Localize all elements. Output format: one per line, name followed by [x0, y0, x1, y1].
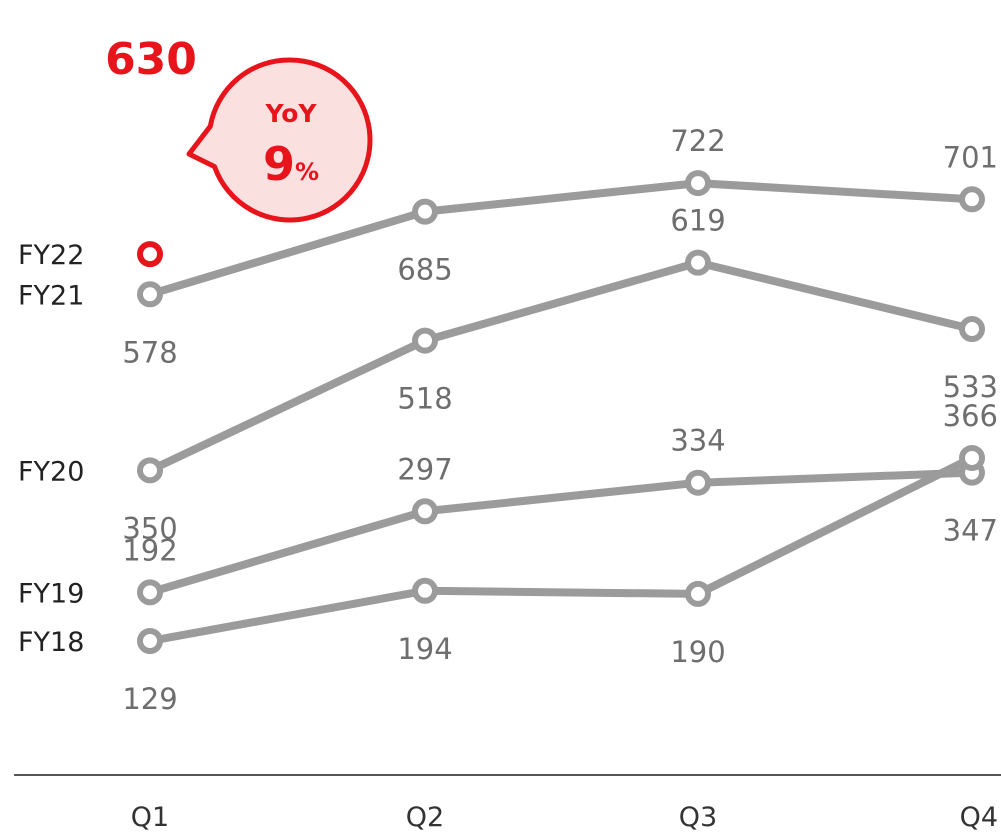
series-label-fy19: FY19 — [18, 578, 84, 609]
series-line-fy19 — [146, 468, 976, 597]
point-fy18-q4 — [959, 444, 985, 471]
series-label-fy20: FY20 — [18, 456, 84, 487]
value-label-fy20-q2: 518 — [397, 382, 452, 416]
series-label-fy21: FY21 — [18, 280, 84, 311]
value-label-fy21-q3: 722 — [670, 124, 725, 158]
yoy-callout: YoY 9% — [186, 57, 373, 223]
value-label-fy20-q1: 350 — [122, 511, 177, 545]
point-fy22-q1 — [137, 241, 163, 268]
yoy-value: 9% — [263, 137, 319, 191]
value-label-fy19-q1: 192 — [122, 533, 177, 567]
point-fy20-q2 — [412, 327, 438, 354]
value-label-fy20-q3: 619 — [670, 204, 725, 238]
series-label-fy18: FY18 — [18, 627, 84, 658]
point-fy20-q4 — [959, 316, 985, 343]
point-fy21-q2 — [412, 198, 438, 225]
point-fy19-q1 — [137, 579, 163, 606]
point-fy19-q3 — [685, 469, 711, 496]
value-label-fy21-q1: 578 — [122, 335, 177, 369]
value-label-fy21-q2: 685 — [397, 253, 452, 287]
value-label-fy18-q4: 366 — [943, 399, 998, 433]
value-label-fy19-q4: 347 — [943, 514, 998, 548]
series-line-fy20 — [146, 258, 976, 475]
value-label-fy19-q2: 297 — [397, 452, 452, 486]
value-label-fy19-q3: 334 — [670, 424, 725, 458]
value-label-fy22-q1: 630 — [105, 34, 197, 85]
value-label-fy18-q2: 194 — [397, 632, 452, 666]
x-tick-q3: Q3 — [679, 802, 717, 832]
value-label-fy18-q3: 190 — [670, 635, 725, 669]
point-fy18-q2 — [412, 577, 438, 604]
point-fy20-q3 — [685, 249, 711, 276]
series-label-fy22: FY22 — [18, 240, 84, 271]
x-tick-q2: Q2 — [406, 802, 444, 832]
yoy-value-unit: % — [295, 158, 319, 186]
point-fy19-q2 — [412, 498, 438, 525]
point-fy20-q1 — [137, 457, 163, 484]
point-fy18-q3 — [685, 580, 711, 607]
point-fy18-q1 — [137, 628, 163, 654]
point-fy21-q4 — [959, 186, 985, 213]
series-line-fy21 — [146, 179, 976, 299]
x-tick-q1: Q1 — [131, 802, 169, 832]
yoy-callout-bubble — [186, 57, 373, 223]
point-fy21-q1 — [137, 281, 163, 308]
yoy-value-number: 9 — [263, 137, 295, 191]
value-label-fy21-q4: 701 — [943, 140, 998, 174]
point-fy21-q3 — [685, 170, 711, 197]
x-tick-q4: Q4 — [960, 802, 998, 832]
value-label-fy18-q1: 129 — [122, 682, 177, 716]
yoy-title: YoY — [264, 99, 317, 128]
series-line-fy18 — [146, 453, 976, 645]
value-label-fy20-q4: 533 — [943, 370, 998, 404]
